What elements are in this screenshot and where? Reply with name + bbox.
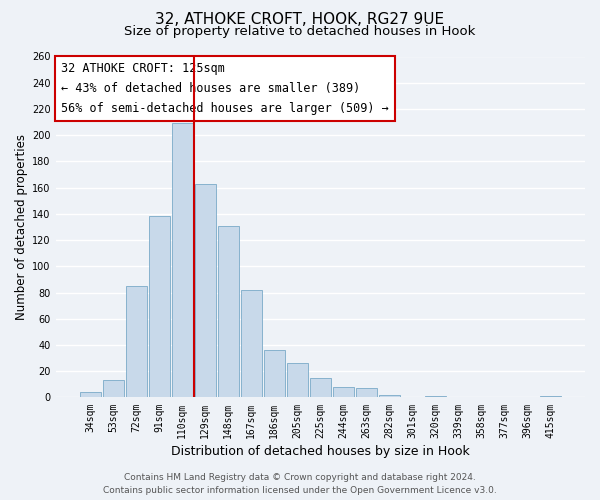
Bar — [80, 392, 101, 398]
Bar — [356, 388, 377, 398]
X-axis label: Distribution of detached houses by size in Hook: Distribution of detached houses by size … — [171, 444, 470, 458]
Text: Contains HM Land Registry data © Crown copyright and database right 2024.
Contai: Contains HM Land Registry data © Crown c… — [103, 473, 497, 495]
Bar — [172, 124, 193, 398]
Bar — [425, 396, 446, 398]
Bar — [333, 387, 354, 398]
Bar — [218, 226, 239, 398]
Bar — [241, 290, 262, 398]
Bar — [310, 378, 331, 398]
Bar — [264, 350, 285, 398]
Text: 32 ATHOKE CROFT: 125sqm
← 43% of detached houses are smaller (389)
56% of semi-d: 32 ATHOKE CROFT: 125sqm ← 43% of detache… — [61, 62, 389, 114]
Text: 32, ATHOKE CROFT, HOOK, RG27 9UE: 32, ATHOKE CROFT, HOOK, RG27 9UE — [155, 12, 445, 28]
Bar — [126, 286, 147, 398]
Bar — [379, 395, 400, 398]
Y-axis label: Number of detached properties: Number of detached properties — [15, 134, 28, 320]
Bar — [287, 364, 308, 398]
Bar — [149, 216, 170, 398]
Bar — [540, 396, 561, 398]
Text: Size of property relative to detached houses in Hook: Size of property relative to detached ho… — [124, 25, 476, 38]
Bar — [103, 380, 124, 398]
Bar — [195, 184, 216, 398]
